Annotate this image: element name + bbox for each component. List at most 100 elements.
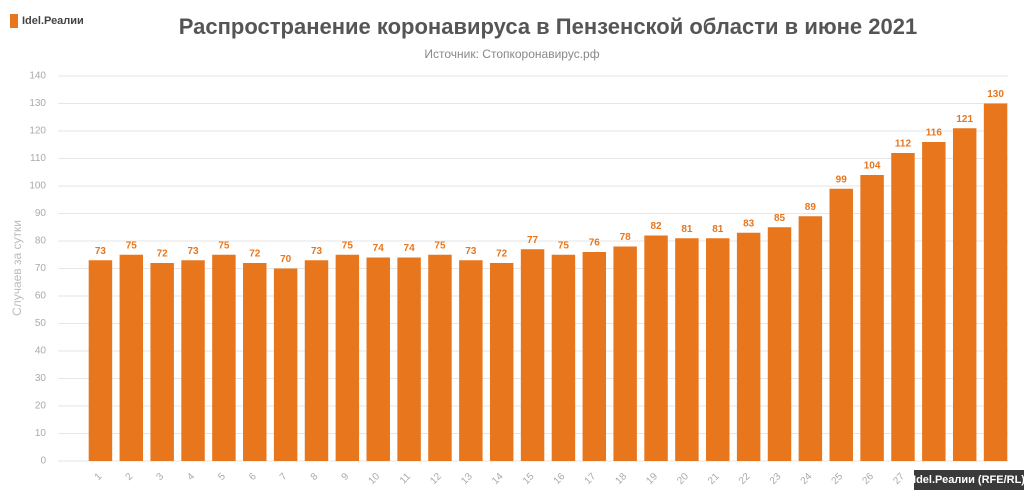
y-tick-label: 130 [29, 98, 46, 109]
value-label: 112 [895, 139, 912, 150]
y-tick-label: 30 [35, 373, 47, 384]
x-tick-label: 6 [247, 471, 259, 483]
x-tick-label: 10 [367, 471, 383, 487]
x-tick-label: 4 [185, 471, 197, 483]
y-tick-label: 20 [35, 401, 47, 412]
bar [983, 103, 1008, 461]
x-tick-label: 8 [309, 471, 321, 483]
y-tick-label: 50 [35, 318, 47, 329]
y-tick-label: 110 [30, 153, 46, 164]
x-tick-label: 1 [93, 471, 105, 483]
value-label: 73 [95, 246, 107, 257]
value-label: 74 [373, 243, 385, 254]
bar [551, 254, 576, 461]
bar [489, 263, 514, 461]
value-label: 70 [280, 254, 292, 265]
chart-subtitle: Источник: Стопкоронавирус.рф [424, 47, 599, 61]
logo-text: Idel.Реалии [22, 15, 84, 27]
x-tick-label: 19 [644, 471, 660, 487]
x-tick-label: 22 [737, 471, 753, 487]
y-tick-label: 90 [35, 208, 47, 219]
x-tick-label: 20 [675, 471, 691, 487]
bar [181, 260, 205, 461]
bar [952, 128, 977, 461]
y-tick-label: 80 [35, 236, 47, 247]
value-label: 75 [342, 240, 354, 251]
x-tick-label: 26 [860, 471, 876, 487]
x-tick-label: 12 [428, 471, 444, 487]
value-label: 83 [743, 218, 755, 229]
x-tick-label: 16 [552, 471, 568, 487]
value-label: 82 [650, 221, 662, 232]
value-label: 104 [864, 161, 881, 172]
value-label: 99 [836, 174, 848, 185]
bar [675, 238, 699, 461]
bar [860, 175, 884, 461]
value-label: 73 [311, 246, 323, 257]
bar [212, 254, 236, 461]
x-tick-label: 11 [398, 471, 413, 486]
y-tick-label: 70 [35, 263, 47, 274]
y-tick-label: 0 [40, 456, 46, 467]
bar [798, 216, 823, 461]
credit: Idel.Реалии (RFE/RL) [913, 474, 1024, 486]
value-label: 73 [187, 246, 199, 257]
x-tick-label: 13 [459, 471, 475, 487]
y-tick-label: 100 [29, 181, 46, 192]
value-label: 85 [774, 213, 786, 224]
bar [520, 249, 545, 461]
y-axis-label: Случаев за сутки [10, 220, 24, 316]
value-label: 78 [620, 232, 632, 243]
x-tick-label: 27 [891, 471, 907, 487]
bar [243, 263, 267, 461]
bar [613, 246, 637, 461]
bar [644, 235, 668, 461]
bar [366, 257, 390, 461]
value-label: 73 [465, 246, 477, 257]
bar [88, 260, 113, 461]
y-tick-label: 40 [35, 346, 47, 357]
value-label: 77 [527, 235, 539, 246]
bar [397, 257, 421, 461]
bar [582, 252, 607, 461]
value-label: 81 [712, 224, 724, 235]
bar [459, 260, 483, 461]
bar [767, 227, 792, 461]
bar [706, 238, 730, 461]
bar [273, 268, 298, 461]
value-label: 72 [496, 249, 508, 260]
logo: Idel.Реалии [10, 14, 84, 28]
x-tick-label: 3 [154, 471, 166, 483]
x-tick-label: 5 [216, 471, 228, 483]
value-label: 74 [404, 243, 416, 254]
value-label: 75 [558, 240, 570, 251]
x-tick-label: 24 [799, 471, 815, 487]
bar [736, 232, 761, 461]
bar [335, 254, 360, 461]
value-label: 116 [926, 128, 943, 139]
x-tick-label: 9 [340, 471, 352, 483]
value-label: 76 [589, 238, 601, 249]
y-tick-label: 120 [29, 126, 46, 137]
x-tick-label: 15 [521, 471, 537, 487]
value-label: 75 [434, 240, 446, 251]
x-tick-label: 17 [583, 471, 599, 487]
x-tick-label: 2 [124, 471, 136, 483]
credit-box [914, 470, 1024, 490]
bar [428, 254, 452, 461]
y-tick-label: 10 [35, 428, 47, 439]
value-label: 130 [987, 89, 1004, 100]
bar [304, 260, 329, 461]
bar [922, 142, 946, 461]
value-label: 89 [805, 202, 817, 213]
value-label: 75 [218, 240, 230, 251]
y-tick-label: 60 [35, 291, 47, 302]
y-tick-label: 140 [29, 71, 46, 82]
value-label: 72 [157, 249, 169, 260]
x-tick-label: 25 [830, 471, 846, 487]
bar [829, 188, 853, 461]
x-tick-label: 21 [706, 471, 722, 487]
value-label: 75 [126, 240, 138, 251]
bar [119, 254, 144, 461]
